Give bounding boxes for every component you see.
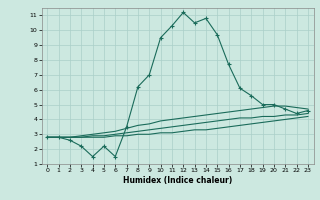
X-axis label: Humidex (Indice chaleur): Humidex (Indice chaleur) (123, 176, 232, 185)
